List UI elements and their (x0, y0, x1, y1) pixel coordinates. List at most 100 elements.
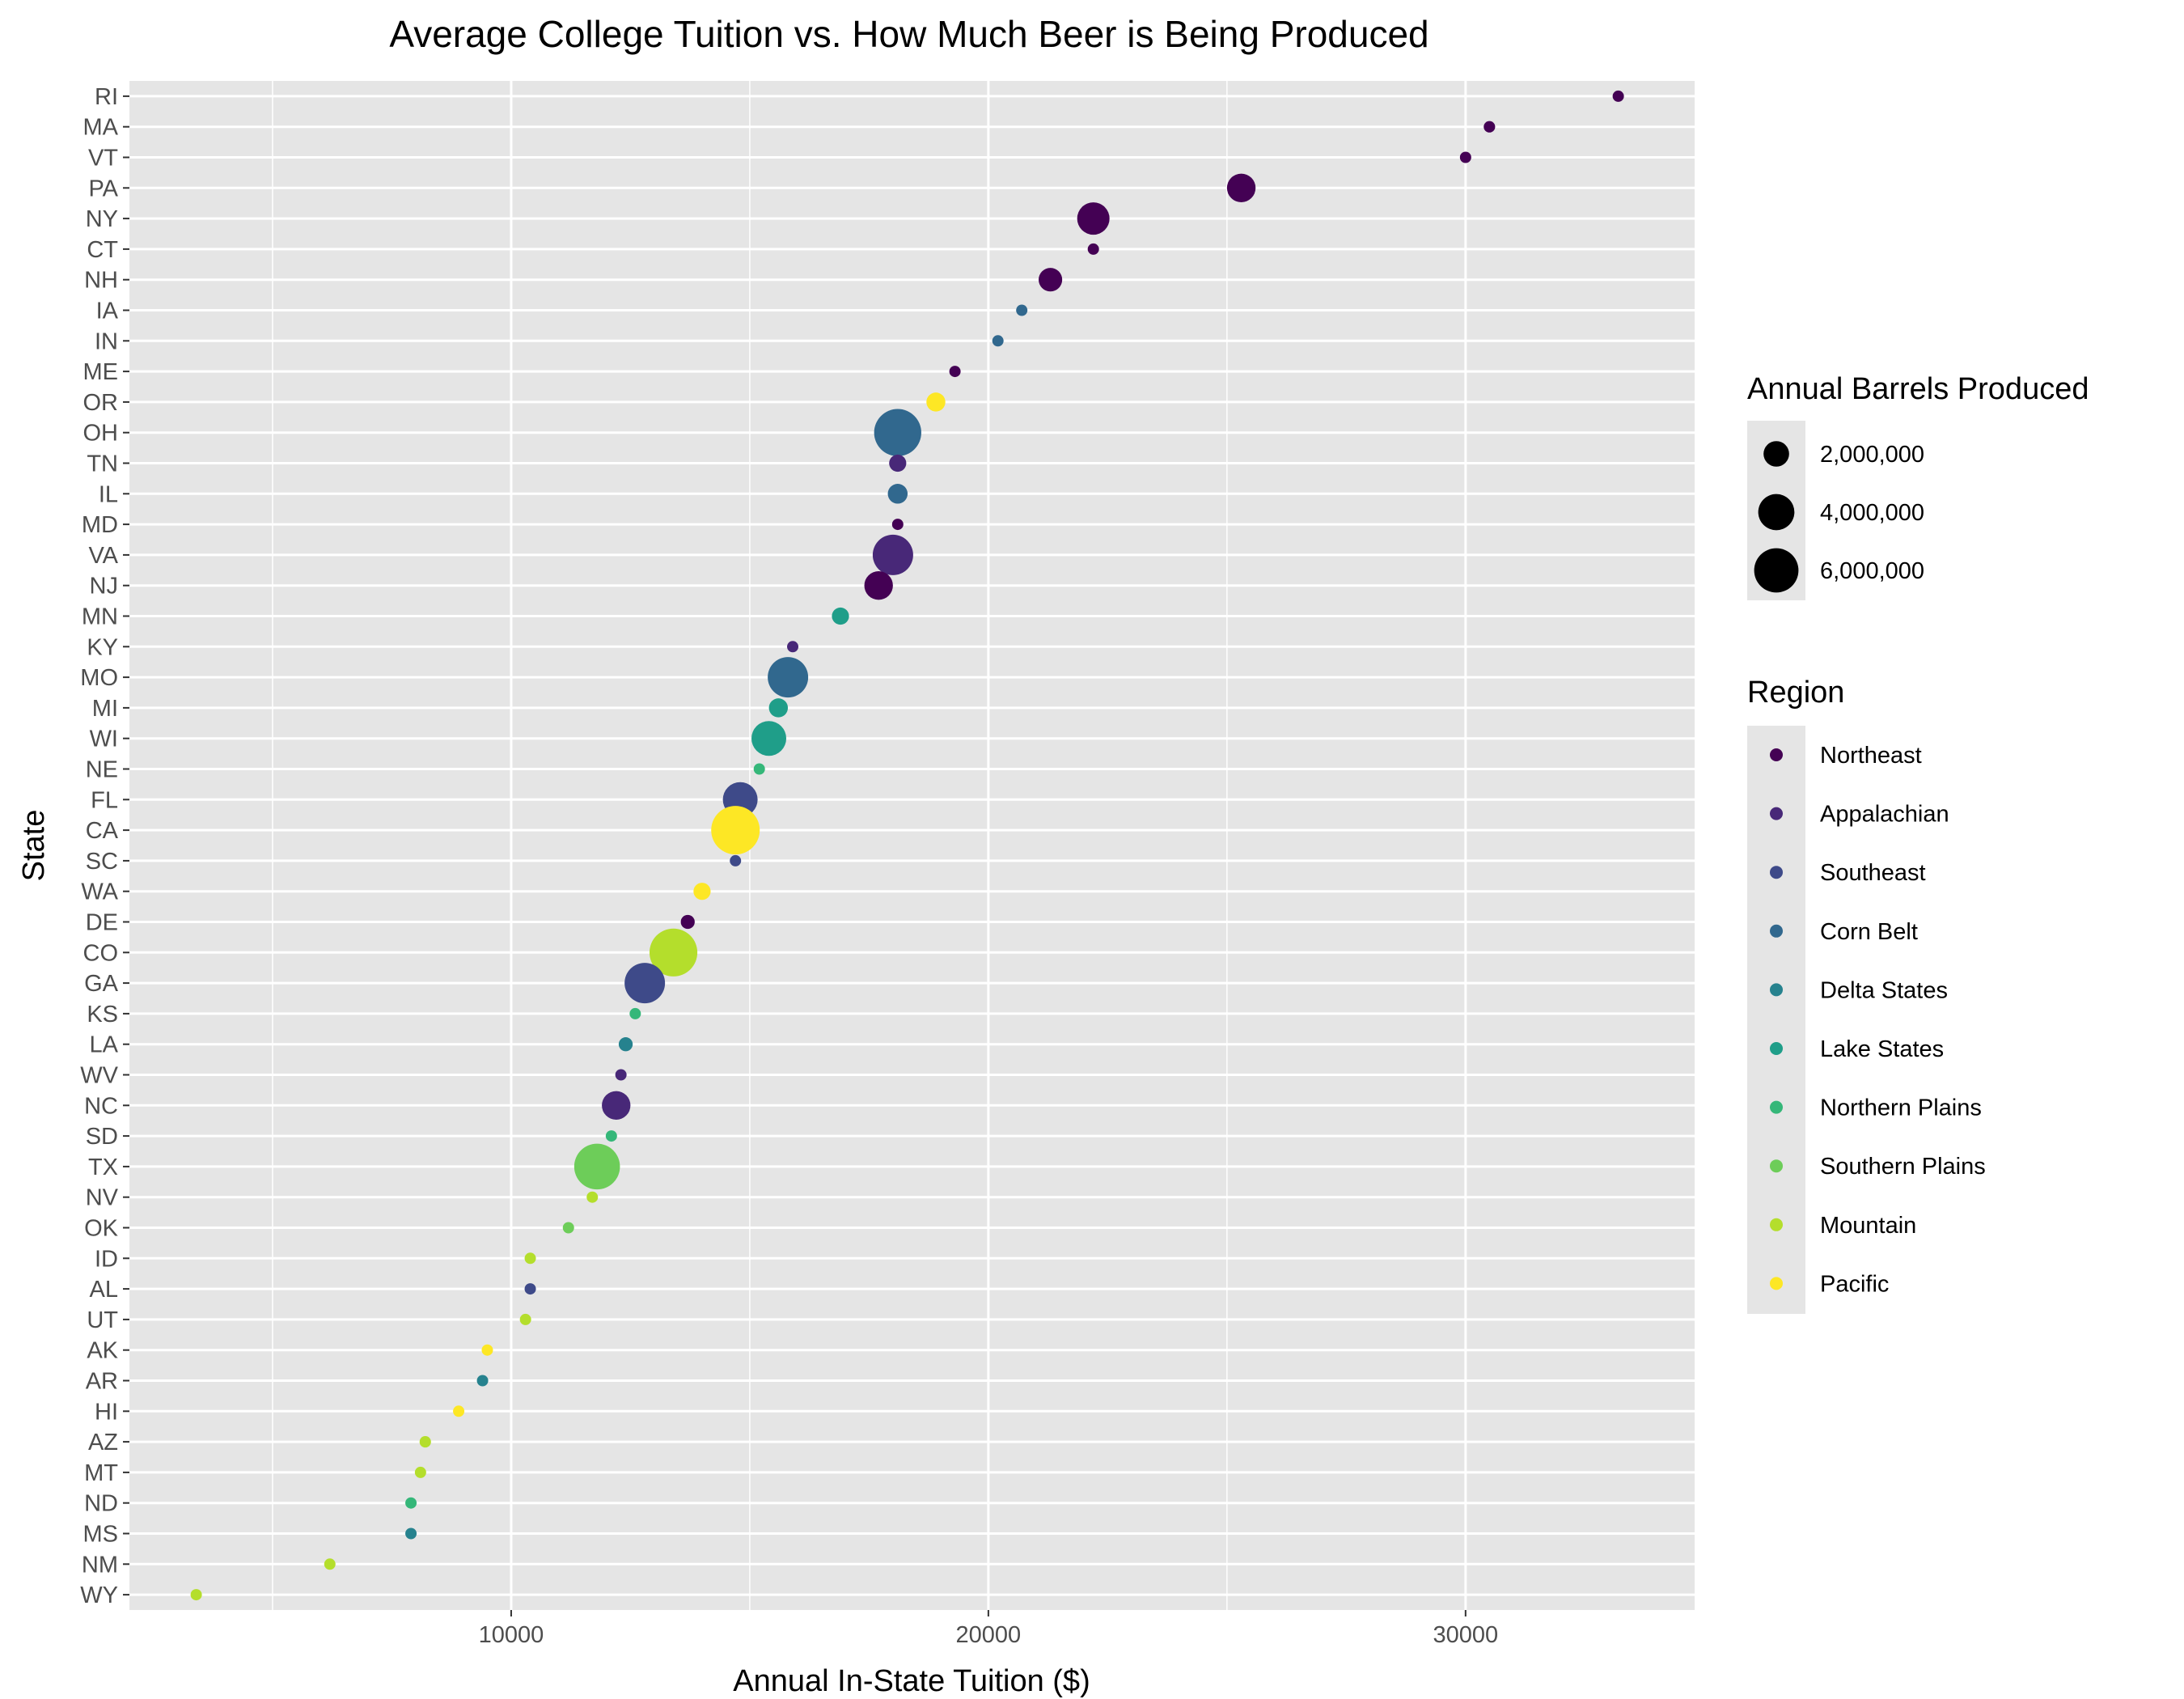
data-point-hi (453, 1405, 465, 1417)
color-legend-label: Northeast (1820, 743, 1922, 769)
data-point-nj (864, 571, 893, 600)
y-tick-label: IL (99, 481, 118, 507)
data-point-ne (753, 763, 765, 775)
y-tick-label: AR (86, 1369, 118, 1395)
color-legend-key (1770, 1218, 1783, 1231)
y-tick-label: ND (84, 1491, 118, 1517)
data-point-in (992, 335, 1004, 347)
size-legend-label: 4,000,000 (1820, 500, 1924, 526)
size-legend-title: Annual Barrels Produced (1747, 372, 2089, 406)
color-legend-key (1770, 924, 1783, 938)
color-legend-label: Corn Belt (1820, 919, 1918, 945)
data-point-ak (481, 1344, 493, 1356)
data-point-ky (787, 641, 799, 653)
color-legend-label: Lake States (1820, 1036, 1944, 1062)
y-tick-label: LA (90, 1032, 119, 1058)
data-point-nh (1039, 268, 1063, 292)
y-tick-label: OR (83, 390, 119, 416)
data-point-co (649, 928, 698, 977)
data-point-de (680, 914, 695, 930)
size-legend-key (1758, 494, 1795, 531)
y-tick-label: WY (80, 1582, 118, 1608)
color-legend-title: Region (1747, 676, 1844, 710)
data-point-nm (324, 1558, 336, 1570)
data-point-tn (889, 454, 907, 472)
color-legend-key (1770, 1042, 1783, 1055)
data-point-sc (730, 854, 742, 866)
y-tick-label: OH (83, 421, 119, 447)
y-tick-label: MA (83, 115, 119, 141)
color-legend-items: Northeast Appalachian Southeast Corn Belt De… (1770, 743, 1986, 1297)
y-tick-label: PA (88, 176, 118, 201)
y-tick-label: KS (87, 1002, 118, 1027)
data-point-al (524, 1283, 536, 1295)
color-legend-key (1770, 1159, 1783, 1173)
y-axis-title: State (17, 810, 51, 882)
data-point-vt (1459, 151, 1471, 163)
x-axis-title: Annual In-State Tuition ($) (733, 1664, 1090, 1698)
y-tick-label: OK (84, 1216, 119, 1242)
data-point-mt (414, 1466, 426, 1478)
data-point-wy (190, 1589, 202, 1601)
data-point-va (872, 534, 913, 575)
color-legend-label: Mountain (1820, 1213, 1916, 1239)
y-tick-label: KY (87, 634, 118, 660)
color-legend-key (1770, 807, 1783, 820)
y-tick-label: UT (87, 1307, 118, 1333)
y-tick-label: WI (90, 727, 118, 752)
data-points (190, 90, 1624, 1601)
y-tick-label: WV (80, 1063, 118, 1089)
data-point-nv (586, 1191, 599, 1203)
plot-panel (129, 81, 1695, 1610)
data-point-or (926, 392, 946, 412)
y-tick-label: NE (86, 757, 118, 783)
data-point-oh (874, 409, 921, 456)
size-legend-key (1754, 548, 1799, 593)
y-tick-label: TN (87, 451, 118, 477)
y-tick-label: CO (83, 940, 119, 966)
size-legend-items: 2,000,000 4,000,000 6,000,000 (1754, 441, 1924, 593)
data-point-pa (1226, 173, 1256, 202)
color-legend-label: Southern Plains (1820, 1154, 1986, 1180)
data-point-ok (562, 1222, 574, 1234)
y-tick-label: MO (80, 665, 118, 691)
data-point-ny (1077, 202, 1110, 235)
data-point-ga (624, 963, 666, 1004)
y-tick-label: IA (96, 299, 119, 324)
y-tick-label: RI (95, 84, 118, 110)
y-tick-label: FL (91, 787, 118, 813)
y-tick-label: NH (84, 268, 118, 294)
data-point-mi (768, 698, 789, 718)
y-tick-label: GA (84, 971, 119, 997)
y-tick-label: NM (82, 1552, 118, 1578)
data-point-ia (1016, 304, 1028, 316)
y-tick-label: TX (88, 1155, 118, 1180)
y-tick-label: MD (82, 512, 118, 538)
y-tick-label: VT (88, 146, 118, 172)
data-point-ar (476, 1375, 489, 1387)
data-point-me (949, 366, 961, 378)
y-tick-label: MS (83, 1522, 119, 1548)
y-tick-label: SD (86, 1124, 118, 1150)
data-point-mn (832, 607, 849, 625)
color-legend-key (1770, 866, 1783, 879)
size-legend-label: 2,000,000 (1820, 442, 1924, 468)
color-legend-label: Appalachian (1820, 802, 1949, 828)
data-point-ca (711, 806, 760, 855)
y-tick-label: NJ (90, 574, 118, 600)
y-tick-label: MT (84, 1460, 118, 1486)
y-tick-label: MI (92, 696, 118, 722)
data-point-ks (629, 1007, 641, 1019)
data-point-ms (405, 1527, 417, 1540)
y-tick-label: NY (86, 206, 118, 232)
color-legend-label: Pacific (1820, 1271, 1889, 1297)
size-legend-label: 6,000,000 (1820, 558, 1924, 584)
y-tick-label: CA (86, 818, 119, 844)
y-tick-label: DE (86, 910, 118, 936)
y-tick-label: NC (84, 1093, 118, 1119)
data-point-nd (405, 1497, 417, 1509)
data-point-mo (768, 657, 809, 698)
y-tick-label: HI (95, 1399, 118, 1425)
data-point-az (419, 1436, 431, 1448)
